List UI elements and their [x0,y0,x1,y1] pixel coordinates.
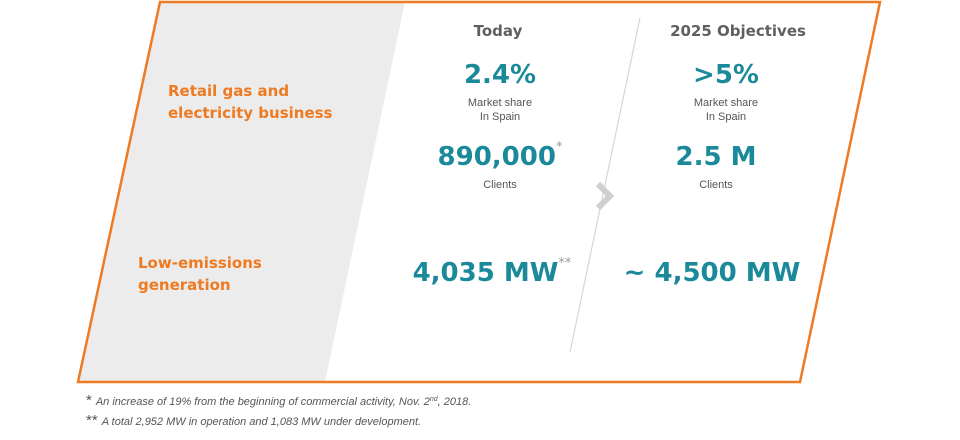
footnote-2-marker: ** [86,412,98,429]
low-emissions-label-line2: generation [138,276,231,294]
objectives-column-header: 2025 Objectives [670,22,806,40]
today-clients-caption: Clients [483,179,517,191]
footnote-1: * An increase of 19% from the beginning o… [86,392,472,413]
left-gray-panel [78,2,405,382]
today-generation-value: 4,035 MW [412,258,559,288]
retail-label-line2: electricity business [168,104,333,122]
today-generation-value-wrap: 4,035 MW** [362,256,622,288]
objective-clients-caption: Clients [699,179,733,191]
objective-market-share-caption: Market share In Spain [626,96,826,124]
frame-outline [76,0,882,384]
footnote-2: ** A total 2,952 MW in operation and 1,08… [86,412,422,433]
objective-market-share-caption-line2: In Spain [705,111,747,123]
chevron-right-icon [595,181,615,211]
footnote-1-text-after: , 2018. [437,396,472,408]
today-clients-marker: * [555,140,563,155]
retail-row-label: Retail gas and electricity business [168,80,368,124]
today-column-header: Today [473,22,523,40]
today-market-share-value: 2.4% [463,60,537,90]
objective-market-share-caption-line1: Market share [693,97,759,109]
objective-generation-value: ~ 4,500 MW [623,258,801,288]
footnote-1-superscript: nd [429,396,438,403]
footnote-1-marker: * [86,392,92,409]
retail-label-line1: Retail gas and [168,82,290,100]
low-emissions-label-line1: Low-emissions [138,254,262,272]
today-clients-value-wrap: 890,000* [380,140,620,172]
today-market-share-caption: Market share In Spain [400,96,600,124]
footnote-2-text: A total 2,952 MW in operation and 1,083 … [101,416,422,428]
today-clients-value: 890,000 [437,142,556,172]
today-generation-marker: ** [558,256,572,271]
today-market-share-caption-line2: In Spain [479,111,521,123]
column-divider [569,17,641,353]
objective-clients-value: 2.5 M [675,142,757,172]
low-emissions-row-label: Low-emissions generation [138,252,338,296]
footnote-1-text-before: An increase of 19% from the beginning of… [95,396,430,408]
objective-market-share-value: >5% [693,60,759,90]
today-market-share-caption-line1: Market share [467,97,533,109]
